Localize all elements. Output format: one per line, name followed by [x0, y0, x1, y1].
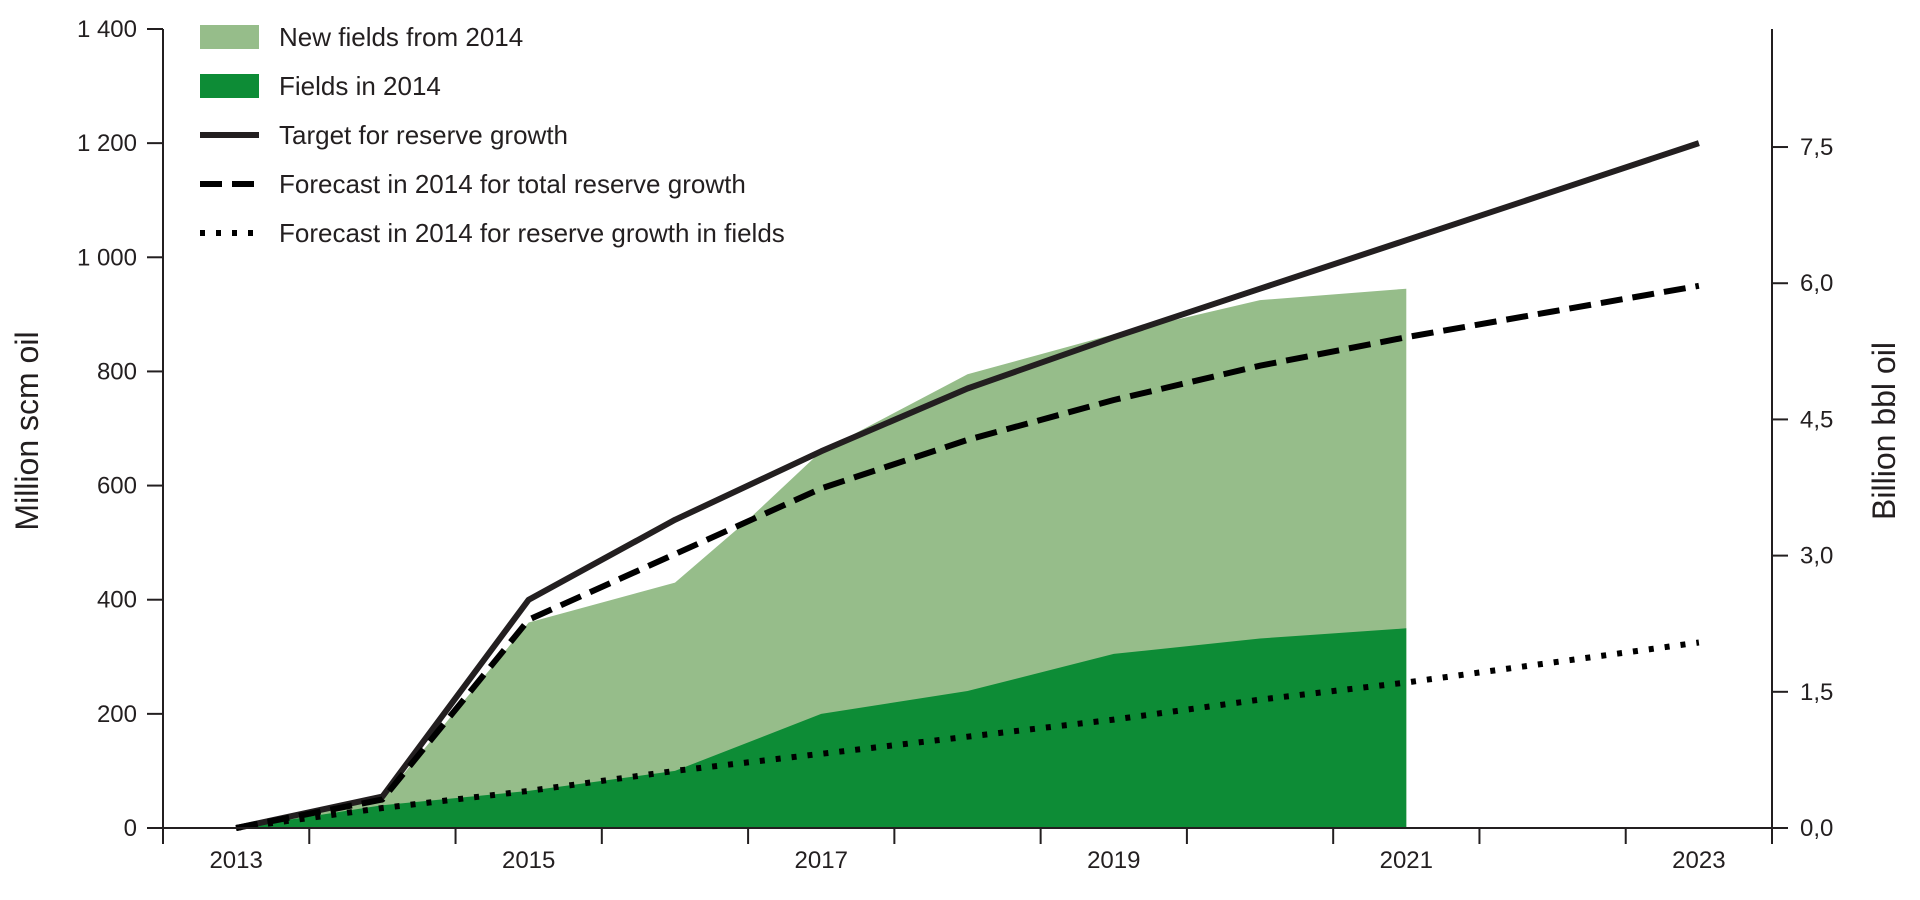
x-tick-label: 2017 — [795, 847, 848, 874]
y-left-tick-label: 200 — [97, 701, 137, 728]
line-series-4 — [235, 639, 1700, 831]
y-right-tick-label: 0,0 — [1800, 815, 1833, 842]
area-series-group — [236, 288, 1407, 828]
y-left-tick-label: 1 400 — [77, 16, 137, 43]
y-right-tick-label: 6,0 — [1800, 270, 1833, 297]
y-left-tick-label: 1 000 — [77, 244, 137, 271]
legend: New fields from 2014 Fields in 2014 Target… — [200, 22, 785, 248]
y-axis-left-title: Million scm oil — [9, 331, 45, 530]
axes-group: 0 200 400 600 800 1 000 1 200 1 400 0,0 1,5 3,0 4,5… — [77, 16, 1833, 874]
y-left-tick-label: 1 200 — [77, 130, 137, 157]
legend-swatch-1 — [200, 74, 259, 98]
legend-swatch-0 — [200, 25, 259, 49]
x-tick-label: 2015 — [502, 847, 555, 874]
y-left-tick-label: 800 — [97, 358, 137, 385]
y-right-tick-label: 7,5 — [1800, 134, 1833, 161]
legend-label-0: New fields from 2014 — [279, 22, 523, 52]
x-tick-label: 2021 — [1380, 847, 1433, 874]
y-left-tick-label: 600 — [97, 473, 137, 500]
y-axis-right-title: Billion bbl oil — [1866, 342, 1902, 520]
y-left-tick-label: 400 — [97, 587, 137, 614]
y-right-tick-label: 4,5 — [1800, 406, 1833, 433]
y-left-tick-label: 0 — [124, 815, 137, 842]
x-tick-label: 2019 — [1087, 847, 1140, 874]
y-right-tick-label: 1,5 — [1800, 679, 1833, 706]
x-tick-label: 2023 — [1672, 847, 1725, 874]
x-tick-label: 2013 — [209, 847, 262, 874]
line-series-group — [235, 140, 1700, 831]
line-series-3 — [235, 282, 1700, 831]
legend-label-1: Fields in 2014 — [279, 71, 441, 101]
y-right-tick-label: 3,0 — [1800, 543, 1833, 570]
legend-label-3: Forecast in 2014 for total reserve growt… — [279, 169, 746, 199]
area-series-1 — [236, 628, 1407, 828]
legend-label-4: Forecast in 2014 for reserve growth in f… — [279, 218, 785, 248]
legend-label-2: Target for reserve growth — [279, 120, 568, 150]
line-series-2 — [235, 140, 1700, 831]
